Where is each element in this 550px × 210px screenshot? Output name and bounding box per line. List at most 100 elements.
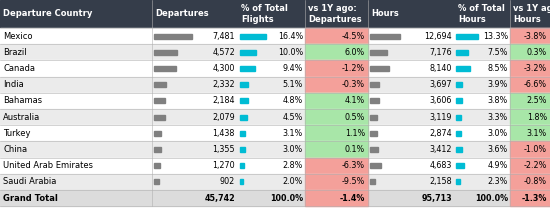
Text: 0.5%: 0.5% (345, 113, 365, 122)
Bar (510, 44, 550, 60)
Text: 4,683: 4,683 (430, 161, 452, 170)
Text: 8,140: 8,140 (430, 64, 452, 73)
Bar (0, 109, 550, 125)
Bar (510, 174, 550, 190)
Text: 2,079: 2,079 (212, 113, 235, 122)
Bar (240, 179, 243, 184)
Text: 3,606: 3,606 (430, 96, 452, 105)
Text: 3.3%: 3.3% (488, 113, 508, 122)
Bar (456, 50, 469, 55)
Text: -6.3%: -6.3% (342, 161, 365, 170)
Bar (154, 179, 158, 184)
Bar (154, 163, 161, 168)
Bar (456, 163, 464, 168)
Text: 13.3%: 13.3% (483, 32, 508, 41)
Bar (456, 147, 462, 152)
Bar (456, 131, 461, 136)
Bar (305, 44, 368, 60)
Text: -6.6%: -6.6% (524, 80, 547, 89)
Bar (370, 34, 400, 39)
Text: 4.5%: 4.5% (283, 113, 303, 122)
Bar (0, 93, 550, 109)
Bar (0, 190, 550, 206)
Bar (154, 66, 176, 71)
Text: 2.0%: 2.0% (283, 177, 303, 186)
Text: 2.8%: 2.8% (283, 161, 303, 170)
Text: Turkey: Turkey (3, 129, 30, 138)
Text: Canada: Canada (3, 64, 35, 73)
Bar (305, 125, 368, 141)
Text: -1.4%: -1.4% (340, 194, 365, 203)
Bar (0, 125, 550, 141)
Bar (240, 163, 244, 168)
Text: Australia: Australia (3, 113, 40, 122)
Text: 0.3%: 0.3% (527, 48, 547, 57)
Text: -3.8%: -3.8% (524, 32, 547, 41)
Bar (0, 44, 550, 60)
Text: 8.5%: 8.5% (488, 64, 508, 73)
Text: 12,694: 12,694 (425, 32, 452, 41)
Text: % of Total
Hours: % of Total Hours (458, 4, 505, 24)
Bar (0, 158, 550, 174)
Bar (305, 158, 368, 174)
Text: Hours: Hours (371, 9, 399, 18)
Bar (305, 60, 368, 77)
Text: 16.4%: 16.4% (278, 32, 303, 41)
Text: 100.0%: 100.0% (270, 194, 303, 203)
Text: 1.8%: 1.8% (527, 113, 547, 122)
Text: 2,332: 2,332 (212, 80, 235, 89)
Bar (0, 0, 550, 28)
Text: United Arab Emirates: United Arab Emirates (3, 161, 93, 170)
Bar (456, 115, 461, 120)
Text: Saudi Arabia: Saudi Arabia (3, 177, 56, 186)
Bar (305, 109, 368, 125)
Text: -1.0%: -1.0% (524, 145, 547, 154)
Text: 3,697: 3,697 (430, 80, 452, 89)
Text: 7,481: 7,481 (212, 32, 235, 41)
Text: 5.1%: 5.1% (283, 80, 303, 89)
Text: 2,184: 2,184 (212, 96, 235, 105)
Bar (0, 60, 550, 77)
Text: 4.9%: 4.9% (488, 161, 508, 170)
Text: 3.0%: 3.0% (488, 129, 508, 138)
Text: 6.0%: 6.0% (345, 48, 365, 57)
Bar (240, 34, 266, 39)
Bar (240, 147, 245, 152)
Bar (510, 141, 550, 158)
Bar (154, 147, 161, 152)
Text: 4,300: 4,300 (213, 64, 235, 73)
Bar (456, 34, 478, 39)
Text: 902: 902 (220, 177, 235, 186)
Bar (510, 190, 550, 206)
Text: 7,176: 7,176 (430, 48, 452, 57)
Text: 1,438: 1,438 (213, 129, 235, 138)
Text: -1.3%: -1.3% (521, 194, 547, 203)
Text: 3.8%: 3.8% (488, 96, 508, 105)
Bar (370, 163, 381, 168)
Text: 2,158: 2,158 (430, 177, 452, 186)
Bar (0, 141, 550, 158)
Bar (456, 66, 470, 71)
Bar (154, 98, 165, 103)
Bar (370, 115, 377, 120)
Bar (510, 109, 550, 125)
Bar (510, 60, 550, 77)
Bar (370, 147, 378, 152)
Bar (305, 93, 368, 109)
Bar (0, 77, 550, 93)
Text: Departures: Departures (155, 9, 208, 18)
Text: 3.0%: 3.0% (283, 145, 303, 154)
Bar (240, 98, 248, 103)
Text: China: China (3, 145, 27, 154)
Text: vs 1Y ago:
Departures: vs 1Y ago: Departures (308, 4, 362, 24)
Text: 4.8%: 4.8% (283, 96, 303, 105)
Bar (240, 115, 247, 120)
Text: 3,119: 3,119 (430, 113, 452, 122)
Bar (370, 98, 378, 103)
Bar (154, 50, 177, 55)
Bar (240, 66, 255, 71)
Bar (456, 82, 463, 87)
Text: 3.6%: 3.6% (488, 145, 508, 154)
Text: 1.1%: 1.1% (345, 129, 365, 138)
Text: vs 1Y ago:
Hours: vs 1Y ago: Hours (513, 4, 550, 24)
